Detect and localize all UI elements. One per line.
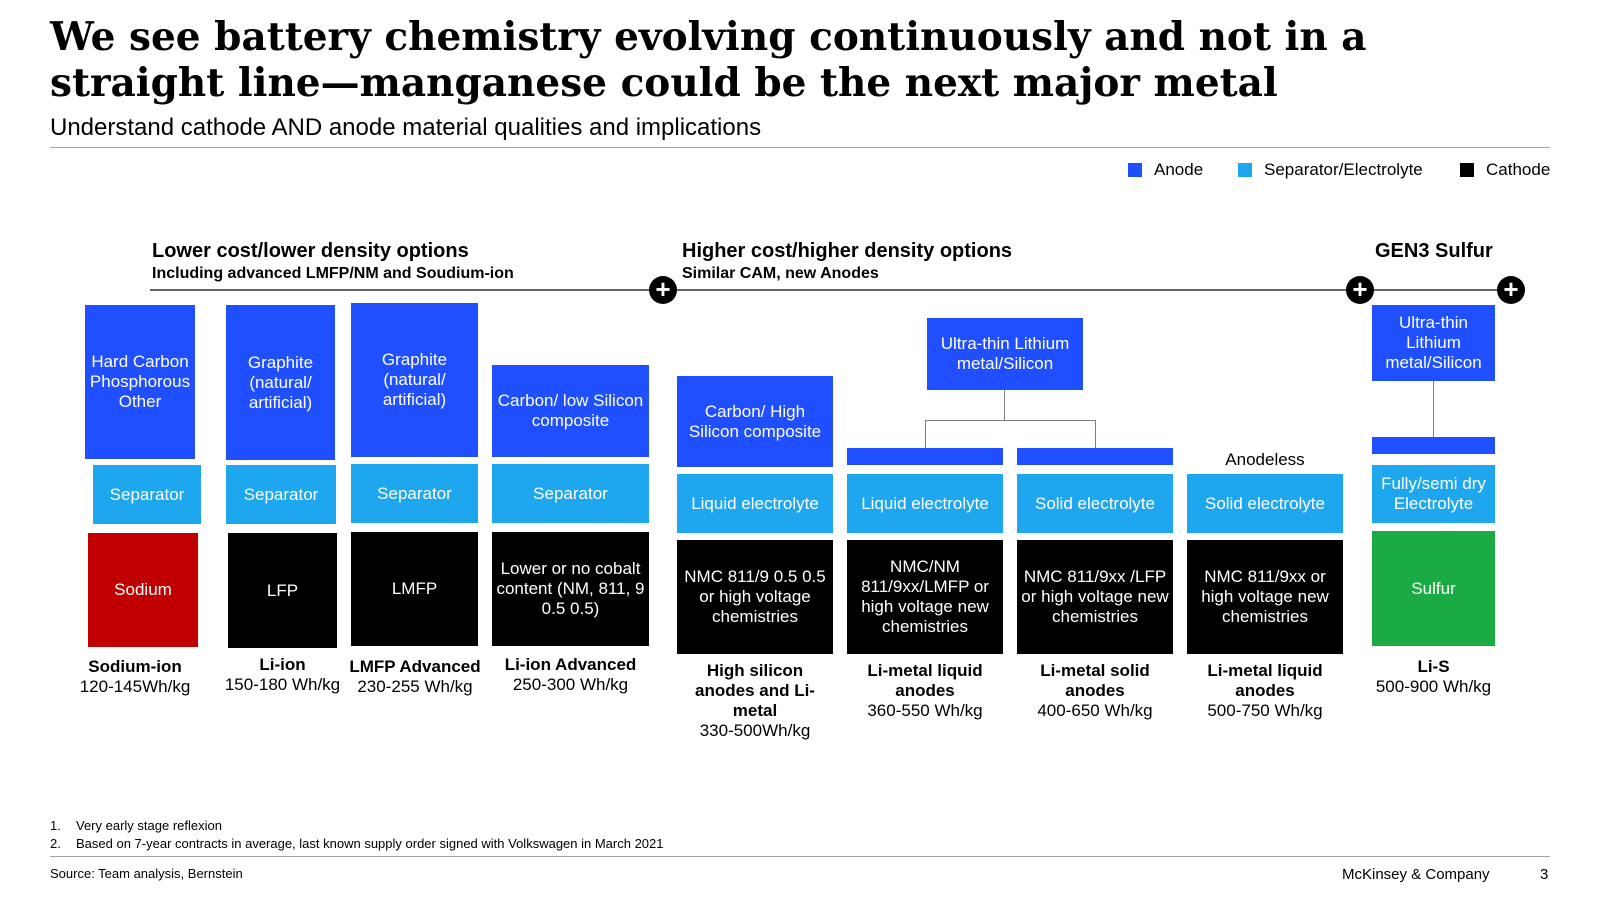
chemistry-label-anodeless: Li-metal liquid anodes 500-750 Wh/kg <box>1187 661 1343 721</box>
separator-box-high-silicon: Liquid electrolyte <box>677 474 833 533</box>
cathode-box-li-ion: LFP <box>228 533 337 648</box>
anodeless-label: Anodeless <box>1225 450 1305 469</box>
separator-box-li-metal-solid: Solid electrolyte <box>1017 474 1173 533</box>
chemistry-label-li-metal-solid: Li-metal solid anodes 400-650 Wh/kg <box>1017 661 1173 721</box>
legend-swatch-separator <box>1238 163 1252 177</box>
footer-divider <box>50 856 1550 857</box>
legend-label-separator: Separator/Electrolyte <box>1264 160 1423 179</box>
legend-swatch-cathode <box>1460 163 1474 177</box>
page-title: We see battery chemistry evolving contin… <box>50 14 1367 106</box>
cathode-box-li-s: Sulfur <box>1372 531 1495 646</box>
group-higher-subtitle: Similar CAM, new Anodes <box>682 265 879 282</box>
energy-density: 400-650 Wh/kg <box>1037 701 1153 720</box>
cathode-box-li-metal-liquid: NMC/NM 811/9xx/LMFP or high voltage new … <box>847 540 1003 654</box>
company-name: McKinsey & Company <box>1342 866 1490 883</box>
legend-item-separator: Separator/Electrolyte <box>1238 160 1423 180</box>
separator-box-li-ion: Separator <box>226 465 336 524</box>
chemistry-name: Li-metal solid anodes <box>1040 661 1150 700</box>
separator-box-sodium-ion: Separator <box>93 465 201 524</box>
cathode-box-sodium-ion: Sodium <box>88 533 198 647</box>
anode-box-shared-li-metal: Ultra-thin Lithium metal/Silicon <box>927 318 1083 390</box>
chemistry-name: Sodium-ion <box>88 657 182 676</box>
connector-line <box>1433 381 1434 437</box>
cathode-box-li-metal-solid: NMC 811/9xx /LFP or high voltage new che… <box>1017 540 1173 654</box>
anode-box-li-metal-liquid <box>847 448 1003 465</box>
energy-density: 500-900 Wh/kg <box>1375 677 1492 696</box>
chemistry-name: LMFP Advanced <box>349 657 481 676</box>
legend-label-cathode: Cathode <box>1486 160 1551 179</box>
chemistry-label-sodium-ion: Sodium-ion 120-145Wh/kg <box>70 657 200 697</box>
legend-label-anode: Anode <box>1154 160 1204 179</box>
chemistry-label-li-s: Li-S 500-900 Wh/kg <box>1362 657 1505 697</box>
chemistry-label-lmfp: LMFP Advanced 230-255 Wh/kg <box>345 657 485 697</box>
connector-line <box>925 420 1095 421</box>
group-gen3-title: GEN3 Sulfur <box>1375 240 1493 262</box>
cathode-box-lmfp: LMFP <box>351 532 478 646</box>
anode-layer-li-s <box>1372 437 1495 454</box>
connector-line <box>1095 420 1096 448</box>
anode-box-li-s: Ultra-thin Lithium metal/Silicon <box>1372 305 1495 381</box>
page-number: 3 <box>1540 866 1549 883</box>
header-divider <box>50 147 1550 148</box>
anode-box-high-silicon: Carbon/ High Silicon composite <box>677 376 833 467</box>
connector-line <box>1004 390 1005 420</box>
page-subtitle: Understand cathode AND anode material qu… <box>50 114 762 141</box>
separator-box-li-metal-liquid: Liquid electrolyte <box>847 474 1003 533</box>
energy-density: 120-145Wh/kg <box>79 677 191 696</box>
anode-box-li-ion-advanced: Carbon/ low Silicon composite <box>492 365 649 457</box>
plus-icon: + <box>1497 276 1525 304</box>
chemistry-name: Li-metal liquid anodes <box>867 661 983 700</box>
anode-box-li-ion: Graphite (natural/ artificial) <box>226 305 335 460</box>
cathode-box-anodeless: NMC 811/9xx or high voltage new chemistr… <box>1187 540 1343 654</box>
separator-box-lmfp: Separator <box>351 464 478 523</box>
legend-item-anode: Anode <box>1128 160 1203 180</box>
cathode-box-li-ion-advanced: Lower or no cobalt content (NM, 811, 9 0… <box>492 532 649 646</box>
chemistry-name: Li-ion Advanced <box>504 655 637 674</box>
source-note: Source: Team analysis, Bernstein <box>50 866 243 881</box>
energy-density: 150-180 Wh/kg <box>224 675 341 694</box>
legend-item-cathode: Cathode <box>1460 160 1550 180</box>
timeline-axis <box>150 289 1510 291</box>
cathode-box-high-silicon: NMC 811/9 0.5 0.5 or high voltage chemis… <box>677 540 833 654</box>
footnote-2: 2. Based on 7-year contracts in average, … <box>50 836 664 851</box>
chemistry-name: Li-S <box>1417 657 1450 676</box>
separator-box-li-ion-advanced: Separator <box>492 464 649 523</box>
chemistry-label-li-ion: Li-ion 150-180 Wh/kg <box>220 655 345 695</box>
chemistry-name: High silicon anodes and Li-metal <box>695 661 815 720</box>
footnote-1: 1. Very early stage reflexion <box>50 818 222 833</box>
energy-density: 360-550 Wh/kg <box>867 701 983 720</box>
anode-box-lmfp: Graphite (natural/ artificial) <box>351 303 478 457</box>
energy-density: 330-500Wh/kg <box>699 721 811 740</box>
anode-box-li-metal-solid <box>1017 448 1173 465</box>
plus-icon: + <box>1346 276 1374 304</box>
anode-box-sodium-ion: Hard Carbon Phosphorous Other <box>85 305 195 459</box>
group-higher-title: Higher cost/higher density options <box>682 240 1013 262</box>
energy-density: 230-255 Wh/kg <box>357 677 473 696</box>
connector-line <box>925 420 926 448</box>
chemistry-label-li-metal-liquid: Li-metal liquid anodes 360-550 Wh/kg <box>847 661 1003 721</box>
chemistry-label-high-silicon: High silicon anodes and Li-metal 330-500… <box>677 661 833 741</box>
plus-icon: + <box>649 276 677 304</box>
chemistry-label-li-ion-advanced: Li-ion Advanced 250-300 Wh/kg <box>492 655 649 695</box>
separator-box-li-s: Fully/semi dry Electrolyte <box>1372 465 1495 523</box>
group-lower-title: Lower cost/lower density options <box>152 240 469 262</box>
legend-swatch-anode <box>1128 163 1142 177</box>
chemistry-name: Li-metal liquid anodes <box>1207 661 1323 700</box>
energy-density: 500-750 Wh/kg <box>1207 701 1323 720</box>
separator-box-anodeless: Solid electrolyte <box>1187 474 1343 533</box>
energy-density: 250-300 Wh/kg <box>512 675 629 694</box>
group-lower-subtitle: Including advanced LMFP/NM and Soudium-i… <box>152 265 514 282</box>
chemistry-name: Li-ion <box>259 655 306 674</box>
